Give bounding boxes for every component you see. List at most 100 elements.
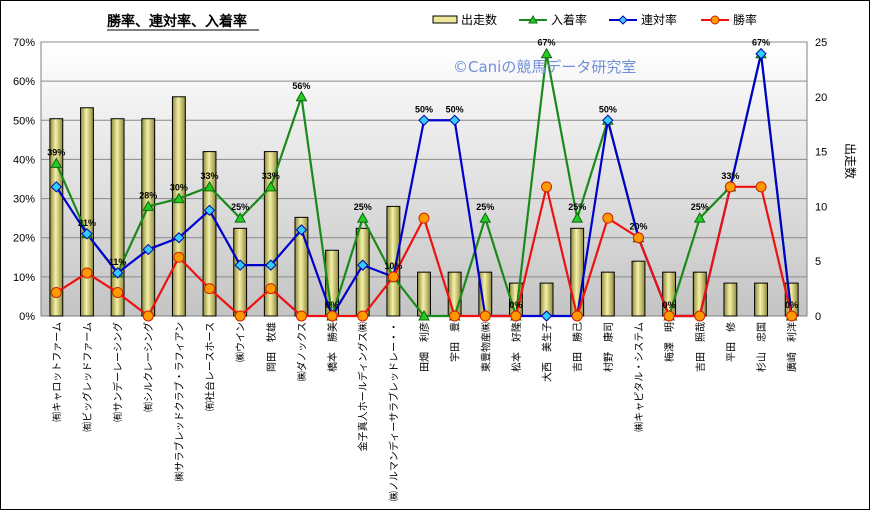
circle-marker bbox=[755, 181, 767, 193]
circle-marker bbox=[295, 310, 307, 322]
data-label: 33% bbox=[201, 171, 219, 181]
circle-marker bbox=[602, 212, 614, 224]
category-label: 吉田 照哉 bbox=[695, 322, 707, 372]
circle-marker bbox=[204, 283, 216, 295]
category-label: 吉田 勝己 bbox=[571, 322, 584, 372]
legend-triangle-marker bbox=[528, 14, 538, 24]
y-axis-left: 0% 10% 20% 30% 40% 50% 60% 70% bbox=[13, 37, 35, 323]
data-label: 30% bbox=[170, 183, 188, 193]
legend-diamond-marker bbox=[618, 15, 628, 25]
data-label: 0% bbox=[326, 300, 339, 310]
category-label: ㈱ウイン bbox=[235, 322, 247, 362]
data-labels: 39% 21% 11% 28% 30% 33% 25% 33% 56% 0% 25% 10% 50% 50… bbox=[47, 38, 798, 310]
category-label: 平田 修 bbox=[724, 322, 737, 362]
data-label: 56% bbox=[292, 81, 310, 91]
data-label: 0% bbox=[663, 300, 676, 310]
category-label: ㈱ノルマンディーサラブレッドレー・・ bbox=[387, 322, 400, 501]
category-label: 松本 好隆 bbox=[510, 322, 523, 372]
diamond-marker bbox=[295, 224, 308, 236]
diamond-marker bbox=[448, 114, 461, 126]
triangle-marker bbox=[418, 309, 430, 321]
category-label: ㈱キャピタル・システム bbox=[633, 322, 645, 432]
circle-marker bbox=[326, 310, 338, 322]
category-label: 杉山 忠国 bbox=[755, 322, 768, 372]
bar bbox=[233, 227, 248, 317]
diamond-marker bbox=[418, 114, 430, 126]
bar bbox=[110, 118, 125, 317]
bar bbox=[202, 151, 217, 317]
data-label: 50% bbox=[446, 104, 464, 114]
y-axis-right: 0 5 10 15 20 25 bbox=[815, 37, 827, 323]
diamond-marker bbox=[755, 48, 767, 60]
data-label: 25% bbox=[568, 202, 586, 212]
bar bbox=[447, 271, 462, 317]
triangle-marker bbox=[264, 180, 277, 192]
y-tick-label: 30% bbox=[13, 194, 35, 206]
diamond-marker bbox=[173, 232, 185, 244]
category-label: ㈲社台レースホース bbox=[204, 322, 217, 411]
bar bbox=[263, 151, 278, 317]
y2-tick-label: 20 bbox=[815, 92, 827, 104]
circle-marker bbox=[663, 310, 675, 322]
category-label: ㈲シルクレーシング bbox=[142, 322, 155, 412]
triangle-marker bbox=[173, 192, 185, 204]
circle-marker bbox=[510, 310, 522, 322]
triangle-marker bbox=[50, 157, 63, 168]
diamond-marker bbox=[265, 259, 277, 271]
category-label: 田畑 利彦 bbox=[418, 322, 431, 372]
y2-tick-label: 25 bbox=[815, 37, 827, 49]
triangle-marker bbox=[356, 212, 369, 223]
data-label: 20% bbox=[629, 222, 647, 232]
data-label: 39% bbox=[47, 147, 65, 157]
category-label: 橋本 勝美 bbox=[326, 322, 339, 372]
y-tick-label: 10% bbox=[13, 272, 35, 284]
legend-label-quinella: 連対率 bbox=[641, 12, 677, 27]
category-label: 村野 康司 bbox=[602, 322, 615, 372]
circle-marker bbox=[786, 310, 798, 322]
triangle-marker bbox=[479, 212, 492, 223]
data-label: 0% bbox=[785, 300, 798, 310]
plot-area bbox=[40, 41, 808, 317]
circle-marker bbox=[418, 212, 430, 224]
data-label: 33% bbox=[262, 171, 280, 181]
bar bbox=[631, 260, 646, 317]
category-label: 梅澤 明 bbox=[663, 322, 676, 362]
y-tick-label: 40% bbox=[13, 154, 35, 166]
bar bbox=[386, 205, 401, 317]
data-label: 28% bbox=[139, 190, 157, 200]
bar bbox=[754, 282, 768, 317]
bar bbox=[600, 271, 615, 317]
category-label: ㈱ダノックス bbox=[295, 322, 308, 381]
triangle-marker bbox=[571, 212, 584, 223]
circle-marker bbox=[571, 310, 583, 322]
category-label: 廣崎 利洋 bbox=[786, 322, 799, 372]
y-tick-label: 0% bbox=[19, 311, 35, 323]
watermark: ©Caniの競馬データ研究室 bbox=[453, 58, 636, 76]
triangle-marker bbox=[203, 180, 216, 192]
diamond-marker bbox=[540, 310, 553, 322]
circle-marker bbox=[265, 283, 277, 295]
circle-marker bbox=[112, 287, 124, 299]
circle-marker bbox=[81, 267, 93, 279]
diamond-marker bbox=[357, 259, 369, 271]
data-label: 10% bbox=[384, 261, 402, 271]
chart-title: 勝率、連対率、入着率 bbox=[107, 13, 247, 30]
category-label: 大西 美生子 bbox=[541, 322, 554, 382]
circle-marker bbox=[449, 310, 461, 322]
bar bbox=[80, 107, 94, 317]
category-label: ㈱サラブレッドクラブ・ラフィアン bbox=[173, 322, 186, 481]
data-label: 33% bbox=[721, 171, 739, 181]
triangle-marker bbox=[234, 212, 247, 223]
y2-tick-label: 5 bbox=[815, 256, 821, 268]
data-label: 0% bbox=[509, 300, 522, 310]
data-label: 21% bbox=[78, 218, 96, 228]
y-tick-label: 20% bbox=[13, 233, 35, 245]
circle-marker bbox=[142, 310, 154, 322]
legend-bar-swatch bbox=[432, 15, 458, 24]
circle-marker bbox=[387, 271, 399, 283]
data-label: 25% bbox=[231, 202, 249, 212]
bar bbox=[723, 282, 738, 317]
data-label: 67% bbox=[538, 38, 556, 48]
diamond-marker bbox=[111, 267, 124, 279]
